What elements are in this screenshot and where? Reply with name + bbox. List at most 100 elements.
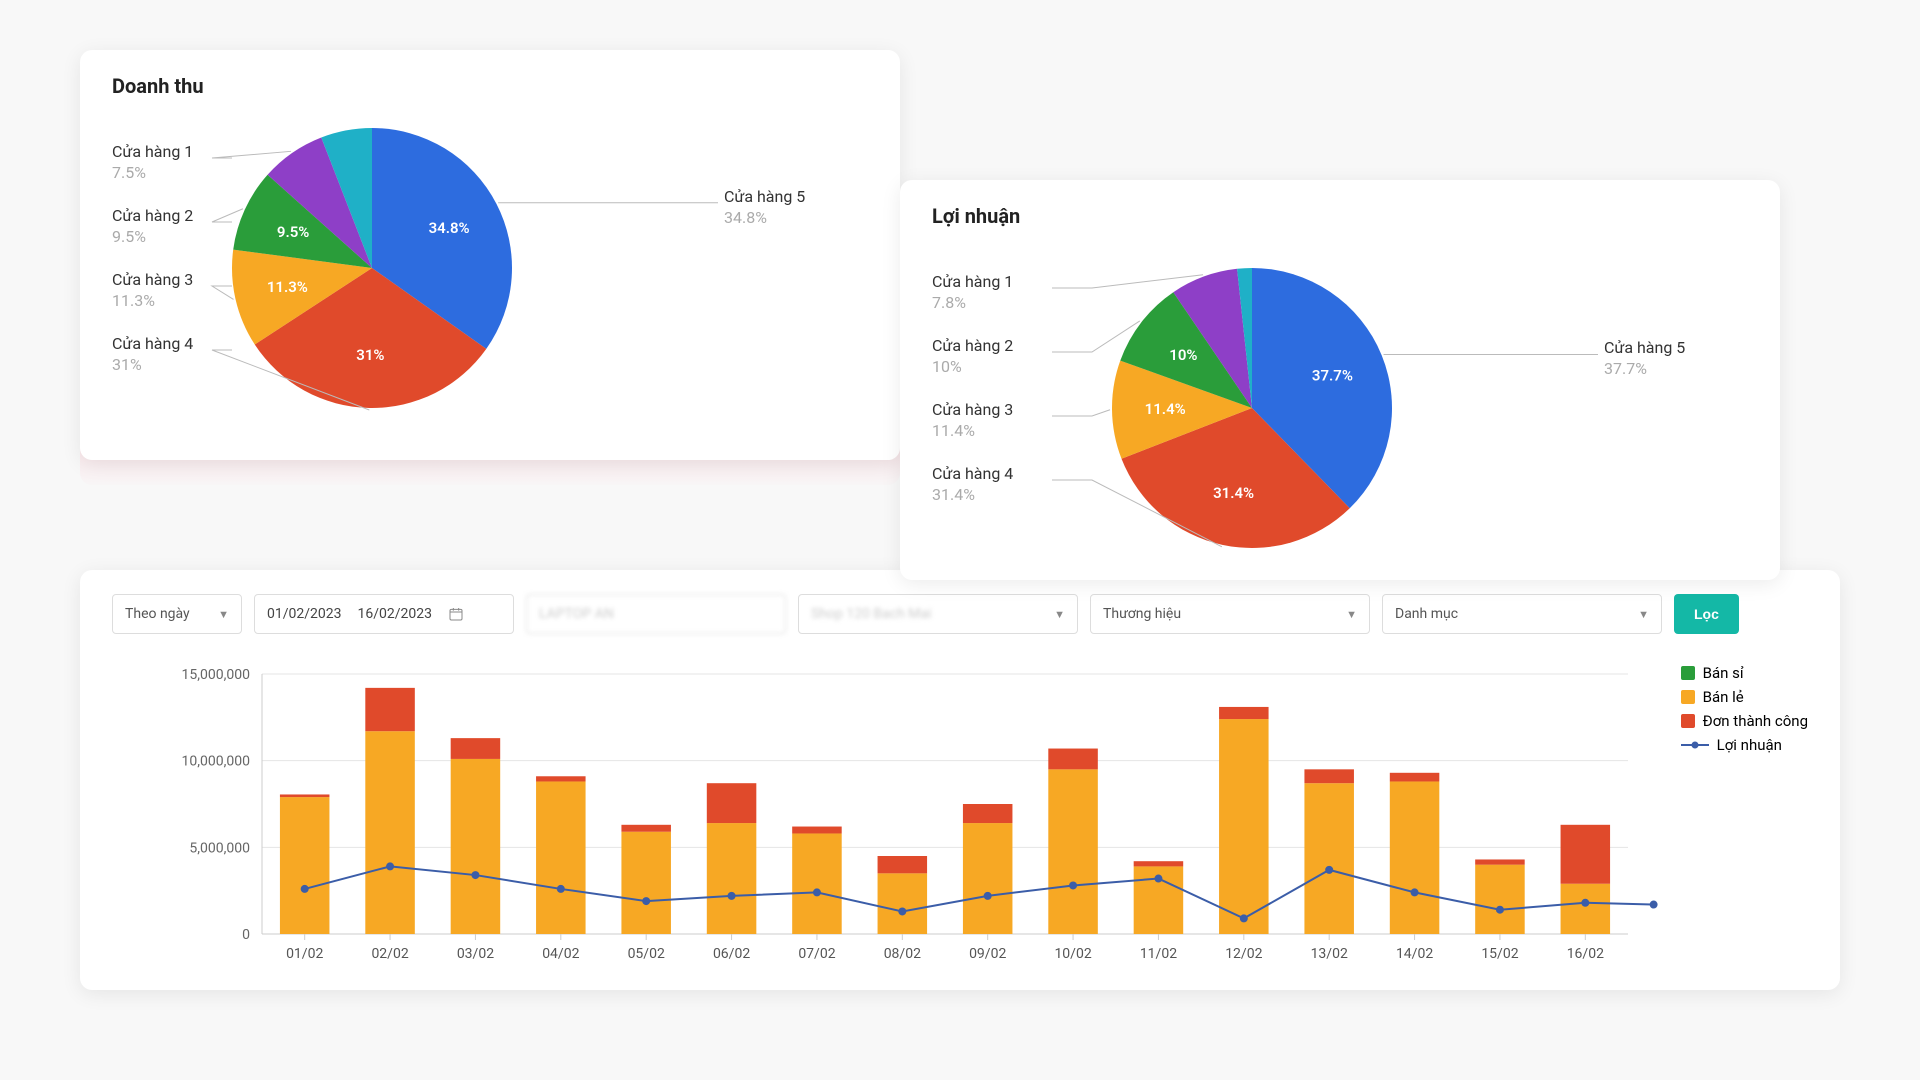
blurred-input-1[interactable]: LAPTOP AN bbox=[526, 594, 786, 634]
pie-svg: 37.7%31.4%11.4%10% bbox=[932, 248, 1748, 588]
period-select-label: Theo ngày bbox=[125, 606, 190, 622]
filter-button[interactable]: Lọc bbox=[1674, 594, 1739, 634]
line-marker[interactable] bbox=[1069, 881, 1077, 889]
bar-segment[interactable] bbox=[1390, 781, 1440, 934]
brand-select-label: Thương hiệu bbox=[1103, 606, 1181, 622]
bar-segment[interactable] bbox=[1219, 707, 1269, 719]
period-select[interactable]: Theo ngày ▼ bbox=[112, 594, 242, 634]
bar-segment[interactable] bbox=[1475, 859, 1525, 864]
bar-segment[interactable] bbox=[621, 832, 671, 934]
blurred-select-2[interactable]: Shop 120 Bach Mai ▼ bbox=[798, 594, 1078, 634]
line-marker[interactable] bbox=[728, 892, 736, 900]
calendar-icon bbox=[448, 606, 464, 622]
line-marker[interactable] bbox=[1411, 888, 1419, 896]
bar-segment[interactable] bbox=[451, 738, 501, 759]
bar-chart-area: 05,000,00010,000,00015,000,00001/0202/02… bbox=[112, 664, 1808, 974]
bar-segment[interactable] bbox=[1475, 865, 1525, 934]
bar-segment[interactable] bbox=[536, 776, 586, 781]
bar-segment[interactable] bbox=[707, 823, 757, 934]
bar-segment[interactable] bbox=[536, 781, 586, 934]
bar-segment[interactable] bbox=[621, 825, 671, 832]
chevron-down-icon: ▼ bbox=[1638, 608, 1649, 621]
legend-row[interactable]: Bán sỉ bbox=[1681, 664, 1808, 682]
bar-segment[interactable] bbox=[1134, 861, 1184, 866]
line-marker[interactable] bbox=[813, 888, 821, 896]
bar-segment[interactable] bbox=[878, 856, 928, 873]
legend-row[interactable]: Đơn thành công bbox=[1681, 712, 1808, 730]
x-tick-label: 09/02 bbox=[969, 946, 1006, 962]
bar-segment[interactable] bbox=[1390, 773, 1440, 782]
category-select[interactable]: Danh mục ▼ bbox=[1382, 594, 1662, 634]
x-tick-label: 12/02 bbox=[1225, 946, 1262, 962]
x-tick-label: 04/02 bbox=[542, 946, 579, 962]
pie-revenue-wrap: Cửa hàng 17.5%Cửa hàng 29.5%Cửa hàng 311… bbox=[112, 118, 868, 448]
x-tick-label: 06/02 bbox=[713, 946, 750, 962]
bar-segment[interactable] bbox=[280, 797, 330, 934]
legend-label: Lợi nhuận bbox=[1717, 736, 1782, 754]
x-tick-label: 10/02 bbox=[1054, 946, 1091, 962]
bar-segment[interactable] bbox=[792, 833, 842, 934]
category-select-label: Danh mục bbox=[1395, 606, 1458, 622]
bar-segment[interactable] bbox=[280, 794, 330, 797]
line-marker[interactable] bbox=[1325, 866, 1333, 874]
bar-segment[interactable] bbox=[878, 873, 928, 934]
card-profit-title: Lợi nhuận bbox=[932, 204, 1748, 228]
date-to-value: 16/02/2023 bbox=[358, 606, 433, 622]
line-marker[interactable] bbox=[898, 907, 906, 915]
date-range-input[interactable]: 01/02/2023 16/02/2023 bbox=[254, 594, 514, 634]
chevron-down-icon: ▼ bbox=[1054, 608, 1065, 621]
card-revenue-title: Doanh thu bbox=[112, 74, 868, 98]
bar-segment[interactable] bbox=[1561, 884, 1611, 934]
pie-slice-text: 9.5% bbox=[277, 223, 309, 241]
bar-segment[interactable] bbox=[963, 823, 1013, 934]
bar-segment[interactable] bbox=[1048, 749, 1098, 770]
bar-legend: Bán sỉ Bán lẻ Đơn thành công Lợi nhuận bbox=[1681, 664, 1808, 760]
chevron-down-icon: ▼ bbox=[1346, 608, 1357, 621]
pie-slice-text: 37.7% bbox=[1312, 366, 1353, 384]
line-marker[interactable] bbox=[386, 862, 394, 870]
filter-bar: Theo ngày ▼ 01/02/2023 16/02/2023 LAPTOP… bbox=[112, 594, 1808, 634]
pie-slice-text: 34.8% bbox=[429, 219, 470, 237]
bar-segment[interactable] bbox=[1304, 783, 1354, 934]
bar-segment[interactable] bbox=[792, 827, 842, 834]
line-marker[interactable] bbox=[984, 892, 992, 900]
line-marker[interactable] bbox=[1240, 914, 1248, 922]
line-marker[interactable] bbox=[1496, 906, 1504, 914]
legend-line-swatch bbox=[1681, 744, 1709, 746]
x-tick-label: 02/02 bbox=[371, 946, 408, 962]
bar-segment[interactable] bbox=[365, 731, 415, 934]
x-tick-label: 16/02 bbox=[1567, 946, 1604, 962]
legend-label: Đơn thành công bbox=[1703, 712, 1808, 730]
legend-label: Bán lẻ bbox=[1703, 688, 1744, 706]
bar-segment[interactable] bbox=[1561, 825, 1611, 884]
legend-label: Bán sỉ bbox=[1703, 664, 1744, 682]
bar-segment[interactable] bbox=[963, 804, 1013, 823]
line-marker[interactable] bbox=[1581, 899, 1589, 907]
legend-row[interactable]: Lợi nhuận bbox=[1681, 736, 1808, 754]
bar-segment[interactable] bbox=[365, 688, 415, 731]
brand-select[interactable]: Thương hiệu ▼ bbox=[1090, 594, 1370, 634]
line-marker[interactable] bbox=[1154, 875, 1162, 883]
y-tick-label: 5,000,000 bbox=[189, 840, 250, 856]
line-marker[interactable] bbox=[1650, 901, 1658, 909]
line-marker[interactable] bbox=[642, 897, 650, 905]
card-profit: Lợi nhuận Cửa hàng 17.8%Cửa hàng 210%Cửa… bbox=[900, 180, 1780, 580]
card-revenue: Doanh thu Cửa hàng 17.5%Cửa hàng 29.5%Cử… bbox=[80, 50, 900, 460]
legend-swatch bbox=[1681, 714, 1695, 728]
line-marker[interactable] bbox=[301, 885, 309, 893]
bar-segment[interactable] bbox=[1219, 719, 1269, 934]
legend-row[interactable]: Bán lẻ bbox=[1681, 688, 1808, 706]
legend-swatch bbox=[1681, 666, 1695, 680]
bar-segment[interactable] bbox=[1048, 769, 1098, 934]
line-marker[interactable] bbox=[471, 871, 479, 879]
y-tick-label: 0 bbox=[242, 927, 250, 943]
x-tick-label: 11/02 bbox=[1140, 946, 1177, 962]
bar-segment[interactable] bbox=[451, 759, 501, 934]
x-tick-label: 05/02 bbox=[628, 946, 665, 962]
line-marker[interactable] bbox=[557, 885, 565, 893]
bar-segment[interactable] bbox=[707, 783, 757, 823]
y-tick-label: 10,000,000 bbox=[182, 754, 251, 770]
x-tick-label: 15/02 bbox=[1481, 946, 1518, 962]
bar-segment[interactable] bbox=[1304, 769, 1354, 783]
filter-button-label: Lọc bbox=[1694, 606, 1719, 622]
